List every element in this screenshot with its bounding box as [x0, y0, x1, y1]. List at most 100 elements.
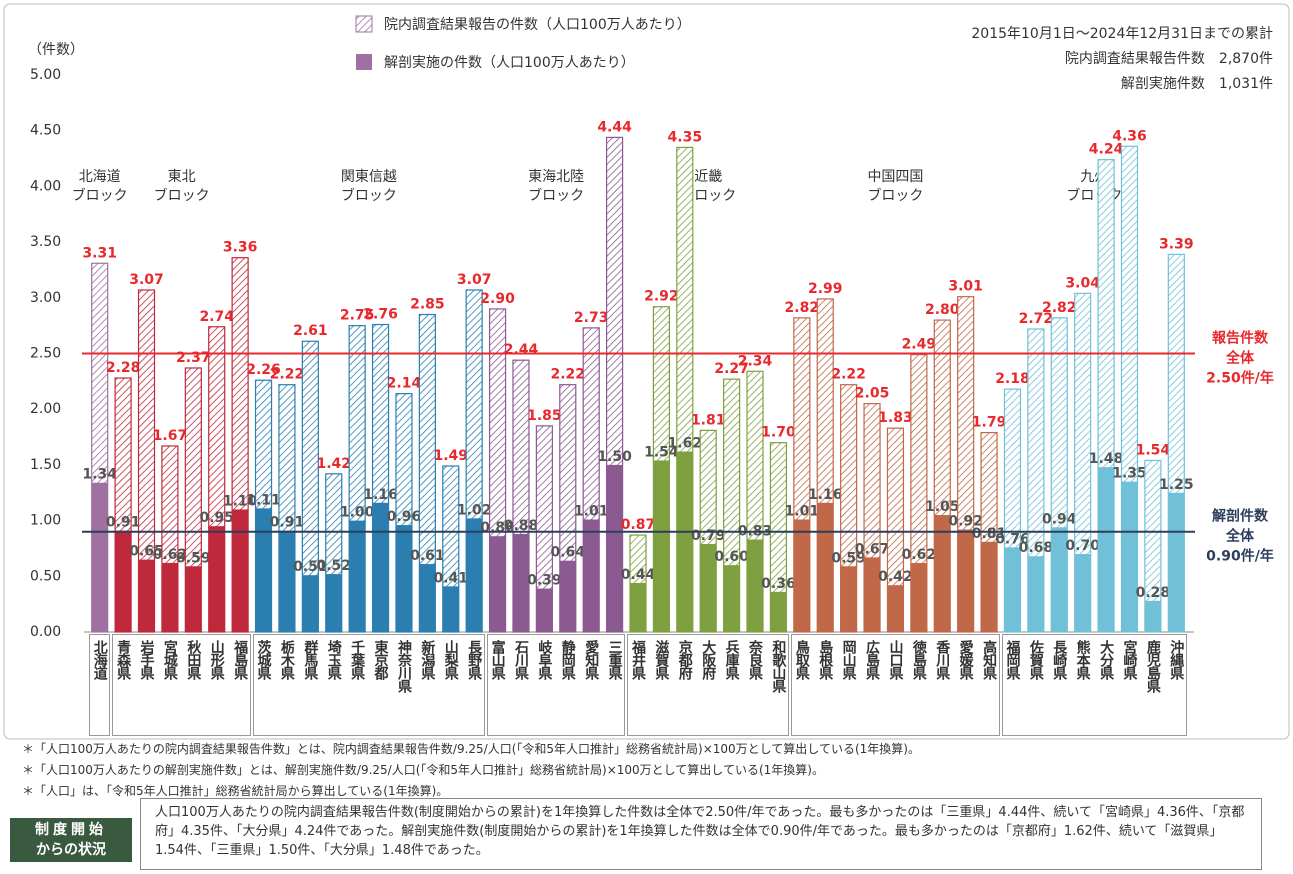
autopsy-bar — [325, 574, 342, 632]
x-tick-label: 鳥取県 — [793, 640, 810, 679]
report-value-label: 1.70 — [761, 425, 796, 441]
autopsy-value-label: 1.62 — [668, 436, 703, 452]
x-tick-label: 新潟県 — [419, 640, 436, 679]
report-value-label: 2.14 — [387, 376, 422, 392]
autopsy-value-label: 1.16 — [808, 487, 843, 503]
report-value-label: 2.28 — [106, 360, 141, 376]
summary-line: 2015年10月1日～2024年12月31日までの累計 — [971, 26, 1273, 42]
summary-line: 解剖実施件数 1,031件 — [1121, 76, 1273, 92]
autopsy-value-label: 0.60 — [714, 549, 749, 565]
x-tick-label: 奈良県 — [747, 640, 764, 679]
report-value-label: 2.18 — [995, 371, 1030, 387]
autopsy-bar — [981, 541, 998, 632]
block-box — [89, 634, 111, 736]
report-value-label: 2.44 — [504, 342, 539, 358]
autopsy-bar — [161, 562, 178, 632]
report-value-label: 2.85 — [410, 297, 445, 313]
autopsy-bar — [419, 564, 436, 632]
autopsy-bar — [1098, 467, 1115, 632]
autopsy-bar — [606, 464, 623, 632]
y-tick-label: 2.50 — [30, 346, 61, 362]
autopsy-bar — [395, 525, 412, 632]
report-value-label: 3.04 — [1065, 275, 1100, 291]
x-tick-label: 熊本県 — [1074, 640, 1091, 679]
autopsy-bar — [864, 557, 881, 632]
autopsy-bar — [278, 530, 295, 632]
x-tick-label: 北海道 — [91, 640, 108, 679]
autopsy-bar — [747, 539, 764, 632]
autopsy-bar — [138, 559, 155, 632]
reference-label: 全体 — [1225, 350, 1255, 367]
report-value-label: 4.44 — [597, 119, 632, 135]
autopsy-value-label: 0.96 — [387, 509, 422, 525]
autopsy-bar — [489, 536, 506, 632]
x-tick-label: 京都府 — [676, 640, 693, 679]
report-value-label: 2.05 — [855, 386, 890, 402]
report-value-label: 2.82 — [785, 300, 820, 316]
report-value-label: 2.34 — [738, 353, 773, 369]
report-value-label: 2.75 — [340, 308, 375, 324]
block-label: ブロック — [680, 187, 736, 204]
legend-label: 院内調査結果報告の件数（人口100万人あたり） — [384, 17, 691, 33]
report-value-label: 2.61 — [293, 323, 328, 339]
x-tick-label: 大阪府 — [700, 640, 717, 679]
autopsy-value-label: 0.28 — [1136, 585, 1171, 601]
x-tick-label: 福岡県 — [1004, 640, 1021, 679]
block-box — [791, 634, 1000, 736]
autopsy-value-label: 0.62 — [153, 547, 188, 563]
autopsy-value-label: 1.01 — [574, 503, 609, 519]
legend-swatch — [356, 54, 372, 70]
autopsy-value-label: 0.39 — [527, 573, 562, 589]
autopsy-value-label: 0.67 — [855, 541, 890, 557]
x-tick-label: 岩手県 — [138, 640, 155, 679]
reference-label: 2.50件/年 — [1206, 370, 1274, 387]
autopsy-bar — [910, 562, 927, 632]
autopsy-value-label: 0.61 — [410, 548, 445, 564]
report-value-label: 4.35 — [668, 129, 703, 145]
autopsy-value-label: 0.95 — [199, 510, 234, 526]
autopsy-value-label: 0.59 — [176, 550, 211, 566]
block-label: 東北 — [168, 169, 196, 185]
autopsy-bar — [115, 530, 132, 632]
report-value-label: 2.90 — [480, 291, 515, 307]
legend-swatch — [355, 15, 373, 33]
y-tick-label: 3.00 — [30, 290, 61, 306]
reference-label: 解剖件数 — [1212, 508, 1269, 525]
x-tick-label: 大分県 — [1098, 640, 1115, 679]
x-tick-label: 岡山県 — [840, 640, 857, 679]
report-value-label: 2.73 — [574, 310, 609, 326]
block-label: 東海北陸 — [528, 169, 584, 185]
footnote: ＊「人口100万人あたりの院内調査結果報告件数」とは、院内調査結果報告件数/9.… — [22, 742, 920, 756]
x-tick-label: 山梨県 — [442, 640, 459, 679]
y-tick-label: 1.00 — [30, 513, 61, 529]
autopsy-value-label: 1.02 — [457, 502, 492, 518]
report-value-label: 2.82 — [1042, 300, 1077, 316]
autopsy-value-label: 1.50 — [597, 449, 632, 465]
autopsy-bar — [840, 566, 857, 632]
report-value-label: 1.85 — [527, 408, 562, 424]
reference-label: 0.90件/年 — [1206, 548, 1274, 565]
autopsy-value-label: 0.51 — [293, 559, 328, 575]
autopsy-bar — [1121, 481, 1138, 632]
x-tick-label: 宮城県 — [161, 640, 178, 679]
y-tick-label: 0.50 — [30, 568, 61, 584]
x-tick-label: 岐阜県 — [536, 640, 553, 679]
x-tick-label: 神奈川県 — [395, 640, 412, 692]
block-box — [112, 634, 251, 736]
report-value-label: 2.76 — [363, 307, 398, 323]
autopsy-bar — [372, 502, 389, 632]
reference-label: 全体 — [1225, 528, 1255, 545]
autopsy-bar — [232, 509, 249, 632]
report-value-label: 2.99 — [808, 281, 843, 297]
report-value-label: 2.72 — [1019, 311, 1054, 327]
x-tick-label: 茨城県 — [255, 640, 272, 679]
autopsy-value-label: 0.59 — [831, 550, 866, 566]
x-tick-label: 福井県 — [630, 640, 646, 679]
autopsy-value-label: 0.42 — [878, 569, 913, 585]
x-tick-label: 埼玉県 — [325, 640, 342, 679]
autopsy-bar — [255, 508, 272, 632]
block-label: 中国四国 — [867, 169, 923, 185]
x-tick-label: 佐賀県 — [1027, 640, 1044, 679]
autopsy-bar — [1027, 556, 1044, 632]
